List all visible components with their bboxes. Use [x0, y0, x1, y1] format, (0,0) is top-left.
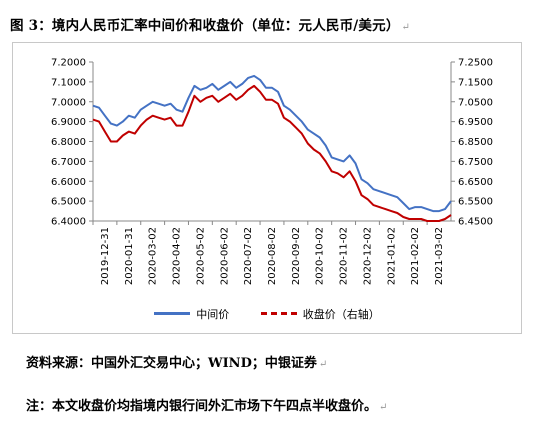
x-tick-label: 2020-04-02 — [172, 227, 183, 285]
legend-swatch-close — [260, 312, 297, 315]
y-right-tick-label: 6.4500 — [458, 217, 493, 228]
x-tick-label: 2019-12-31 — [100, 227, 111, 285]
source-text: 资料来源：中国外汇交易中心；WIND；中银证券 — [26, 356, 317, 371]
x-tick-label: 2020-10-02 — [315, 227, 326, 285]
legend-item-close: 收盘价（右轴） — [260, 306, 380, 322]
y-right-tick-label: 7.0500 — [458, 97, 493, 108]
y-left-tick-label: 6.9000 — [51, 117, 86, 128]
legend-item-mid: 中间价 — [154, 306, 229, 322]
y-left-tick-label: 7.1000 — [51, 77, 86, 88]
x-tick-label: 2020-05-02 — [195, 227, 206, 285]
chart-title: 图 3：境内人民币汇率中间价和收盘价（单位：元人民币/美元） ↵ — [10, 14, 530, 34]
x-tick-label: 2020-08-02 — [267, 227, 278, 285]
legend-swatch-mid — [154, 312, 191, 315]
y-right-tick-label: 7.2500 — [458, 58, 493, 69]
y-left-tick-label: 6.5000 — [51, 197, 86, 208]
y-right-tick-label: 6.9500 — [458, 117, 493, 128]
y-right-tick-label: 6.7500 — [458, 157, 493, 168]
x-tick-label: 2020-01-31 — [124, 227, 135, 285]
footnote-text: 注：本文收盘价均指境内银行间外汇市场下午四点半收盘价。 — [26, 399, 378, 414]
paragraph-mark-icon: ↵ — [318, 359, 328, 370]
legend-label-close: 收盘价（右轴） — [302, 307, 380, 321]
y-left-tick-label: 7.2000 — [51, 58, 86, 69]
x-tick-label: 2021-03-02 — [434, 227, 445, 285]
y-right-tick-label: 7.1500 — [458, 77, 493, 88]
y-left-tick-label: 6.6000 — [51, 177, 86, 188]
y-right-tick-label: 6.6500 — [458, 177, 493, 188]
legend-label-mid: 中间价 — [196, 307, 230, 321]
x-tick-label: 2021-01-02 — [386, 227, 397, 285]
x-tick-label: 2020-12-02 — [362, 227, 373, 285]
y-right-tick-label: 6.5500 — [458, 197, 493, 208]
y-left-tick-label: 7.0000 — [51, 97, 86, 108]
paragraph-mark-icon: ↵ — [379, 402, 388, 413]
y-left-tick-label: 6.7000 — [51, 157, 86, 168]
chart-title-text: 图 3：境内人民币汇率中间价和收盘价（单位：元人民币/美元） — [10, 18, 400, 34]
x-tick-label: 2020-09-02 — [291, 227, 302, 285]
x-tick-label: 2021-02-02 — [410, 227, 421, 285]
y-left-tick-label: 6.8000 — [51, 137, 86, 148]
chart-container: 6.4000 6.5000 6.6000 6.7000 6.8000 6.9000 7.00… — [12, 42, 522, 334]
x-tick-label: 2020-11-02 — [339, 227, 350, 285]
chart-legend: 中间价 收盘价（右轴） — [13, 305, 521, 322]
series-line-mid — [92, 74, 452, 213]
line-chart: 6.4000 6.5000 6.6000 6.7000 6.8000 6.9000 7.00… — [51, 58, 493, 286]
x-tick-label: 2020-03-02 — [148, 227, 159, 285]
paragraph-mark-icon: ↵ — [401, 22, 411, 33]
y-left-tick-label: 6.4000 — [51, 217, 86, 228]
y-right-tick-label: 6.8500 — [458, 137, 493, 148]
series-line-close — [92, 84, 452, 222]
source-note: 资料来源：中国外汇交易中心；WIND；中银证券 ↵ — [26, 352, 327, 371]
footnote: 注：本文收盘价均指境内银行间外汇市场下午四点半收盘价。 ↵ — [26, 395, 387, 414]
x-tick-label: 2020-06-02 — [219, 227, 230, 285]
x-tick-label: 2020-07-02 — [243, 227, 254, 285]
